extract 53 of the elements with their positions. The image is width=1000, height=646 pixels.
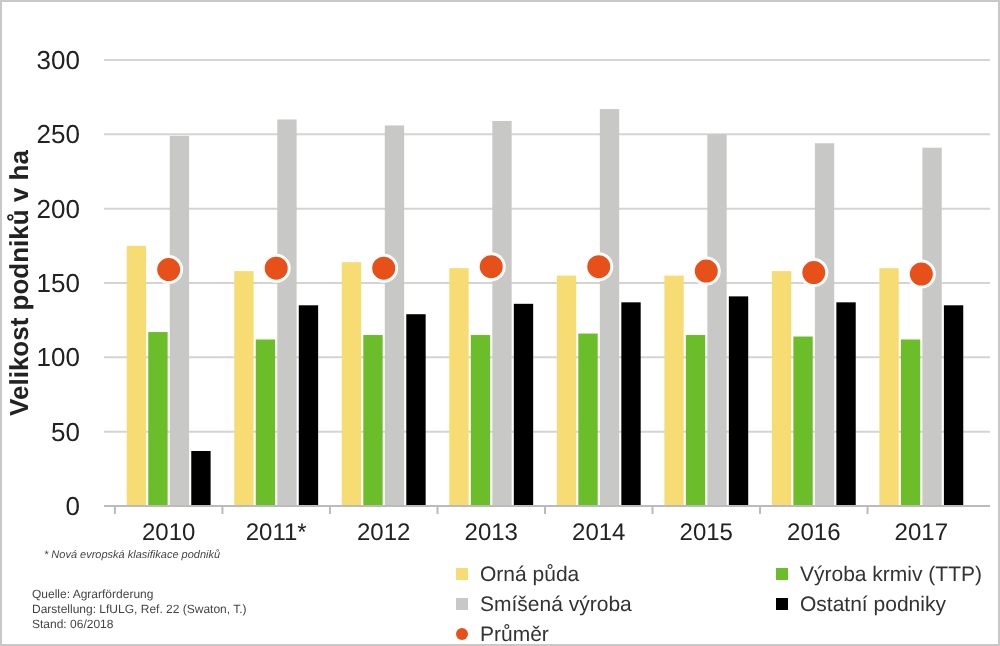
x-tick-label: 2010 bbox=[141, 518, 197, 546]
bar bbox=[470, 335, 491, 506]
bar bbox=[556, 275, 577, 506]
bar bbox=[793, 336, 813, 506]
x-tick-label: 2015 bbox=[679, 518, 734, 546]
bar bbox=[836, 302, 856, 506]
y-tick-label: 0 bbox=[65, 491, 80, 522]
bar bbox=[578, 333, 598, 506]
bar bbox=[707, 134, 727, 506]
bar bbox=[169, 135, 190, 506]
y-axis-title: Velikost podniků v ha bbox=[4, 148, 34, 416]
bar bbox=[277, 119, 297, 506]
bar bbox=[148, 332, 168, 506]
x-tick-label: 2016 bbox=[787, 518, 842, 546]
y-tick-label: 100 bbox=[36, 342, 80, 373]
bar bbox=[599, 109, 620, 506]
y-tick-label: 200 bbox=[36, 193, 80, 224]
bar bbox=[814, 143, 835, 506]
legend-label: Průměr bbox=[480, 623, 550, 646]
bar bbox=[384, 125, 405, 506]
bar bbox=[363, 335, 383, 506]
x-tick-label: 2011* bbox=[245, 518, 308, 546]
bar bbox=[492, 120, 512, 506]
legend-label: Orná půda bbox=[480, 563, 580, 588]
y-tick-label: 250 bbox=[36, 119, 80, 150]
bar bbox=[234, 271, 254, 506]
y-tick-label: 150 bbox=[36, 268, 80, 299]
bar bbox=[126, 245, 147, 506]
bar bbox=[900, 339, 921, 506]
bar bbox=[664, 275, 684, 506]
bar bbox=[255, 339, 276, 506]
bar bbox=[685, 335, 706, 506]
legend-label: Smíšená výroba bbox=[480, 593, 633, 618]
bar bbox=[728, 296, 749, 506]
bar bbox=[298, 305, 319, 506]
x-tick-label: 2017 bbox=[894, 518, 949, 546]
bar bbox=[449, 268, 469, 506]
x-tick-label: 2013 bbox=[464, 518, 519, 546]
y-tick-label: 300 bbox=[36, 45, 80, 76]
bar bbox=[879, 268, 899, 506]
bar bbox=[771, 271, 792, 506]
bar bbox=[943, 305, 964, 506]
bar bbox=[341, 262, 362, 506]
bar bbox=[621, 302, 641, 506]
x-tick-label: 2014 bbox=[572, 518, 627, 546]
bar bbox=[191, 450, 211, 506]
x-tick-label: 2012 bbox=[357, 518, 412, 546]
y-tick-label: 50 bbox=[51, 416, 80, 447]
bar bbox=[513, 303, 534, 506]
legend-label: Výroba krmiv (TTP) bbox=[800, 563, 983, 588]
legend-label: Ostatní podniky bbox=[800, 593, 948, 618]
bar bbox=[922, 147, 942, 506]
bar bbox=[406, 314, 426, 506]
